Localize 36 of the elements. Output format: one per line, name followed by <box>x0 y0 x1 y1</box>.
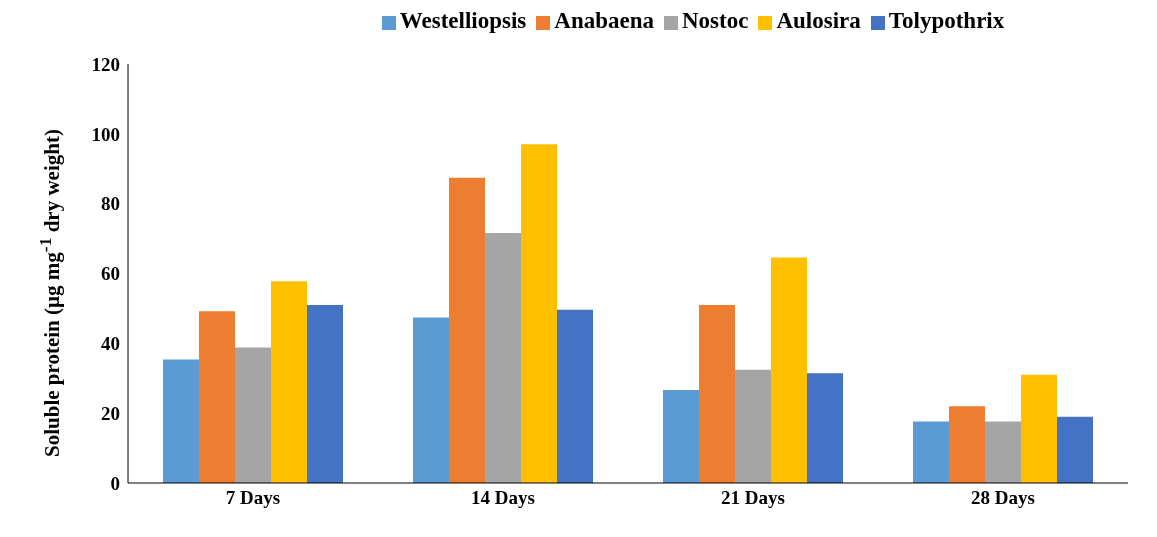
y-tick-label: 0 <box>110 472 120 494</box>
legend-label: Nostoc <box>681 8 749 33</box>
y-tick-label: 60 <box>101 263 120 285</box>
y-tick-label: 80 <box>101 193 120 215</box>
bar <box>913 421 949 483</box>
bar <box>413 317 449 483</box>
legend-label: Anabaena <box>554 8 654 33</box>
bar <box>163 359 199 483</box>
bar <box>199 311 235 483</box>
y-tick-label: 100 <box>91 123 120 145</box>
y-tick-label: 20 <box>101 402 120 424</box>
x-tick-label: 14 Days <box>471 487 535 509</box>
legend-label: Aulosira <box>776 8 861 33</box>
bar <box>1057 416 1093 483</box>
legend-label: Tolypothrix <box>888 8 1005 33</box>
bar <box>235 347 271 483</box>
bar <box>771 257 807 483</box>
bar <box>521 144 557 483</box>
y-tick-label: 40 <box>101 333 120 355</box>
bar <box>449 177 485 483</box>
bar <box>807 373 843 483</box>
x-tick-label: 7 Days <box>225 487 281 509</box>
bar <box>485 233 521 483</box>
bar <box>699 304 735 483</box>
bar <box>1021 374 1057 483</box>
bar <box>949 406 985 483</box>
y-tick-label: 120 <box>91 53 120 75</box>
x-tick-label: 28 Days <box>971 487 1035 509</box>
bar <box>663 390 699 483</box>
x-tick-label: 21 Days <box>721 487 785 509</box>
bar <box>735 369 771 483</box>
bar <box>271 281 307 483</box>
bar <box>307 304 343 483</box>
bar <box>557 309 593 483</box>
bar <box>985 421 1021 483</box>
legend-label: Westelliopsis <box>399 8 527 33</box>
